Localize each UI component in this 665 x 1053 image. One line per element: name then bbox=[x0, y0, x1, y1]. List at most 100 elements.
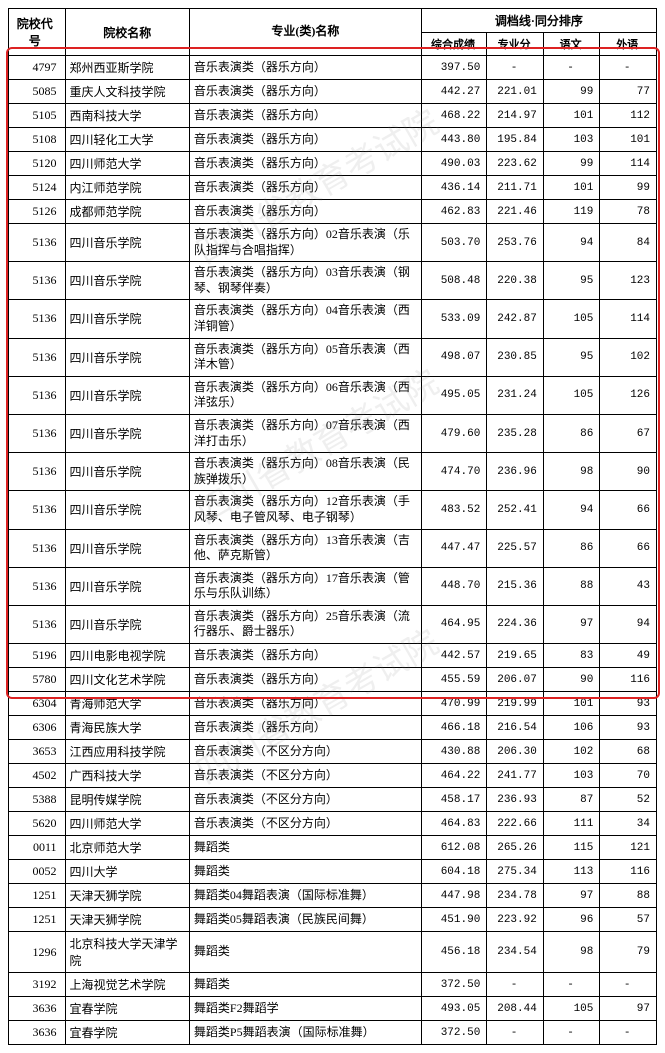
table-row: 0052四川大学舞蹈类604.18275.34113116 bbox=[9, 860, 657, 884]
cell-code: 1251 bbox=[9, 908, 66, 932]
cell-sub1: 241.77 bbox=[487, 764, 544, 788]
table-row: 5120四川师范大学音乐表演类（器乐方向）490.03223.6299114 bbox=[9, 152, 657, 176]
cell-code: 3653 bbox=[9, 740, 66, 764]
cell-sub3: 34 bbox=[600, 812, 657, 836]
cell-name: 青海民族大学 bbox=[65, 716, 189, 740]
cell-name: 四川音乐学院 bbox=[65, 338, 189, 376]
cell-sub3: 66 bbox=[600, 529, 657, 567]
header-score: 综合成绩 bbox=[421, 33, 487, 56]
cell-sub1: 235.28 bbox=[487, 414, 544, 452]
table-row: 5136四川音乐学院音乐表演类（器乐方向）07音乐表演（西洋打击乐）479.60… bbox=[9, 414, 657, 452]
cell-sub2: 97 bbox=[543, 884, 600, 908]
cell-major: 音乐表演类（器乐方向）08音乐表演（民族弹拨乐） bbox=[189, 453, 421, 491]
cell-name: 重庆人文科技学院 bbox=[65, 80, 189, 104]
cell-name: 四川大学 bbox=[65, 860, 189, 884]
cell-sub3: 43 bbox=[600, 567, 657, 605]
cell-sub1: 216.54 bbox=[487, 716, 544, 740]
cell-sub3: 102 bbox=[600, 338, 657, 376]
cell-sub1: 220.38 bbox=[487, 262, 544, 300]
cell-sub2: 98 bbox=[543, 932, 600, 973]
cell-code: 5105 bbox=[9, 104, 66, 128]
cell-name: 上海视觉艺术学院 bbox=[65, 973, 189, 997]
cell-score: 458.17 bbox=[421, 788, 487, 812]
cell-score: 533.09 bbox=[421, 300, 487, 338]
header-group: 调档线·同分排序 bbox=[421, 9, 656, 33]
cell-score: 464.83 bbox=[421, 812, 487, 836]
header-sub1: 专业分 bbox=[487, 33, 544, 56]
cell-name: 四川师范大学 bbox=[65, 812, 189, 836]
cell-name: 郑州西亚斯学院 bbox=[65, 56, 189, 80]
cell-sub3: 70 bbox=[600, 764, 657, 788]
cell-major: 音乐表演类（器乐方向）12音乐表演（手风琴、电子管风琴、电子钢琴） bbox=[189, 491, 421, 529]
cell-score: 474.70 bbox=[421, 453, 487, 491]
cell: - bbox=[487, 973, 544, 997]
table-row: 5136四川音乐学院音乐表演类（器乐方向）13音乐表演（吉他、萨克斯管）447.… bbox=[9, 529, 657, 567]
cell-code: 3192 bbox=[9, 973, 66, 997]
cell-score: 479.60 bbox=[421, 414, 487, 452]
cell-score: 498.07 bbox=[421, 338, 487, 376]
cell-score: 447.98 bbox=[421, 884, 487, 908]
cell-code: 1296 bbox=[9, 932, 66, 973]
cell-name: 四川音乐学院 bbox=[65, 453, 189, 491]
cell-sub2: 98 bbox=[543, 453, 600, 491]
header-sub2: 语文 bbox=[543, 33, 600, 56]
cell-score: 430.88 bbox=[421, 740, 487, 764]
cell-sub2: 101 bbox=[543, 104, 600, 128]
cell-sub2: 101 bbox=[543, 176, 600, 200]
cell-code: 5780 bbox=[9, 668, 66, 692]
cell-major: 音乐表演类（器乐方向）06音乐表演（西洋弦乐） bbox=[189, 376, 421, 414]
cell-code: 5120 bbox=[9, 152, 66, 176]
cell-code: 5136 bbox=[9, 224, 66, 262]
cell-sub3: 66 bbox=[600, 491, 657, 529]
cell-code: 5136 bbox=[9, 529, 66, 567]
table-row: 5620四川师范大学音乐表演类（不区分方向）464.83222.6611134 bbox=[9, 812, 657, 836]
cell-sub2: 88 bbox=[543, 567, 600, 605]
cell-sub3: 101 bbox=[600, 128, 657, 152]
cell-sub2: 97 bbox=[543, 605, 600, 643]
cell-sub2: 96 bbox=[543, 908, 600, 932]
cell-name: 四川音乐学院 bbox=[65, 529, 189, 567]
cell-sub1: 221.46 bbox=[487, 200, 544, 224]
cell-sub3: 114 bbox=[600, 300, 657, 338]
cell-major: 舞蹈类 bbox=[189, 973, 421, 997]
cell-sub2: 86 bbox=[543, 529, 600, 567]
cell-score: 451.90 bbox=[421, 908, 487, 932]
cell-score: 372.50 bbox=[421, 1021, 487, 1045]
cell-major: 音乐表演类（器乐方向）13音乐表演（吉他、萨克斯管） bbox=[189, 529, 421, 567]
cell-code: 4797 bbox=[9, 56, 66, 80]
cell-sub3: 116 bbox=[600, 668, 657, 692]
cell-sub1: 252.41 bbox=[487, 491, 544, 529]
cell-sub2: 105 bbox=[543, 300, 600, 338]
cell-major: 音乐表演类（器乐方向） bbox=[189, 152, 421, 176]
cell-sub1: 234.78 bbox=[487, 884, 544, 908]
cell-score: 443.80 bbox=[421, 128, 487, 152]
cell-sub1: 219.65 bbox=[487, 644, 544, 668]
cell-name: 成都师范学院 bbox=[65, 200, 189, 224]
cell-code: 0011 bbox=[9, 836, 66, 860]
table-row: 5108四川轻化工大学音乐表演类（器乐方向）443.80195.84103101 bbox=[9, 128, 657, 152]
cell-score: 495.05 bbox=[421, 376, 487, 414]
cell-code: 0052 bbox=[9, 860, 66, 884]
cell-sub1: 214.97 bbox=[487, 104, 544, 128]
table-row: 1296北京科技大学天津学院舞蹈类456.18234.549879 bbox=[9, 932, 657, 973]
cell-major: 音乐表演类（器乐方向） bbox=[189, 200, 421, 224]
cell-code: 6306 bbox=[9, 716, 66, 740]
cell-major: 音乐表演类（不区分方向） bbox=[189, 764, 421, 788]
cell-name: 宜春学院 bbox=[65, 997, 189, 1021]
cell-sub1: 225.57 bbox=[487, 529, 544, 567]
cell-major: 音乐表演类（器乐方向） bbox=[189, 716, 421, 740]
cell-sub2: 103 bbox=[543, 764, 600, 788]
cell-name: 青海师范大学 bbox=[65, 692, 189, 716]
cell-sub1: 236.96 bbox=[487, 453, 544, 491]
cell-sub2: 103 bbox=[543, 128, 600, 152]
cell-sub1: 211.71 bbox=[487, 176, 544, 200]
cell-sub3: 93 bbox=[600, 692, 657, 716]
cell-score: 604.18 bbox=[421, 860, 487, 884]
cell-name: 四川音乐学院 bbox=[65, 414, 189, 452]
cell-code: 6304 bbox=[9, 692, 66, 716]
cell-sub3: 68 bbox=[600, 740, 657, 764]
cell-name: 江西应用科技学院 bbox=[65, 740, 189, 764]
cell-code: 5136 bbox=[9, 567, 66, 605]
cell-name: 昆明传媒学院 bbox=[65, 788, 189, 812]
cell-score: 448.70 bbox=[421, 567, 487, 605]
